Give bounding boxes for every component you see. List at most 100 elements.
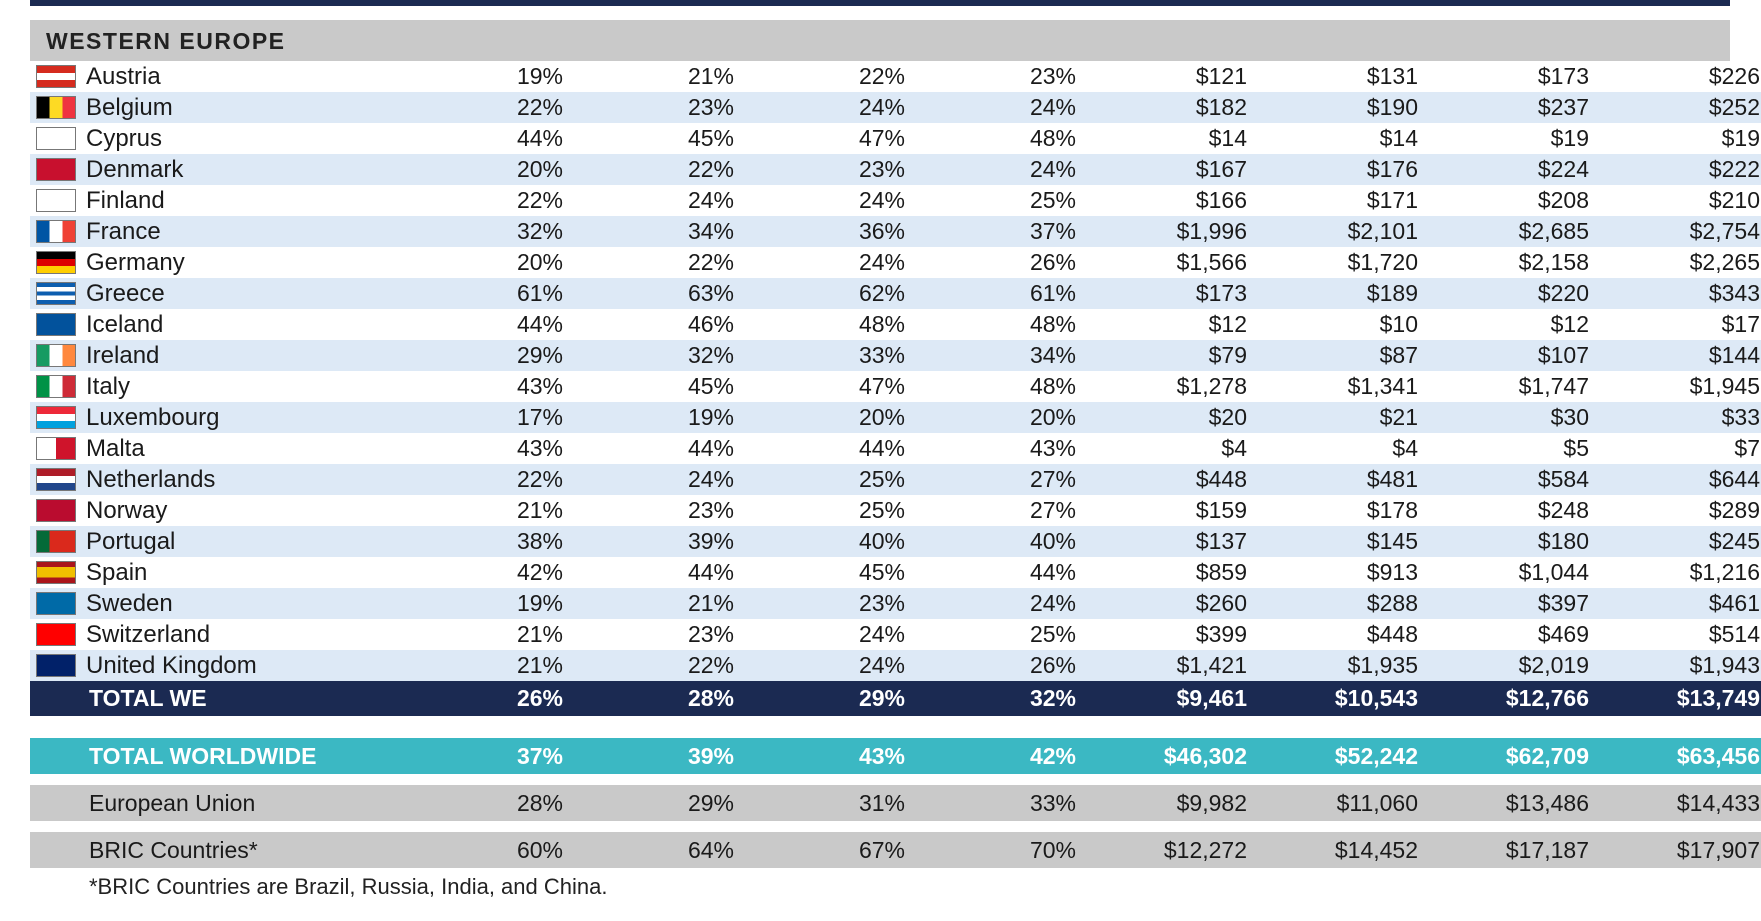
table-row: Germany 20% 22% 24% 26% $1,566 $1,720 $2,158 $2,… [30,247,1761,278]
percent-cell: 26% [938,650,1109,681]
percent-cell: 62% [767,278,938,309]
percent-cell: 43% [1029,435,1076,461]
total-worldwide-usd: $62,709 [1451,738,1622,774]
percent-cell: 24% [858,621,905,647]
percent-cell: 21% [516,621,563,647]
amount-cell: $14 [1379,125,1418,151]
percent-cell: 37% [938,216,1109,247]
amount-cell: $167 [1109,154,1280,185]
netherlands-flag-icon [36,468,76,492]
european-union-label: European Union [30,785,425,821]
total-worldwide-pct: 39% [596,738,767,774]
table-row: Cyprus 44% 45% 47% 48% $14 $14 $19 $19 [30,123,1761,154]
amount-cell: $21 [1280,402,1451,433]
country-cell: Netherlands [30,464,425,495]
percent-cell: 33% [767,340,938,371]
total-worldwide-row: TOTAL WORLDWIDE 37% 39% 43% 42% $46,302 … [30,738,1761,774]
amount-cell: $4 [1221,435,1247,461]
amount-cell: $220 [1451,278,1622,309]
bric-pct: 60% [425,832,596,868]
percent-cell: 25% [1029,621,1076,647]
amount-cell: $19 [1721,125,1760,151]
amount-cell: $289 [1708,497,1760,523]
amount-cell: $2,754 [1622,216,1761,247]
country-cell: Portugal [30,526,425,557]
country-name: Luxembourg [86,403,220,431]
amount-cell: $180 [1451,526,1622,557]
amount-cell: $14 [1208,125,1247,151]
italy-flag-icon [36,375,76,399]
bric-usd: $17,187 [1451,832,1622,868]
percent-cell: 61% [425,278,596,309]
country-name: France [86,217,161,245]
table-row: Belgium 22% 23% 24% 24% $182 $190 $237 $252 [30,92,1761,123]
country-cell: Malta [30,433,425,464]
amount-cell: $1,747 [1518,373,1589,399]
percent-cell: 48% [858,311,905,337]
amount-cell: $171 [1366,187,1418,213]
country-cell: Germany [30,247,425,278]
amount-cell: $5 [1563,435,1589,461]
percent-cell: 40% [767,526,938,557]
percent-cell: 44% [687,435,734,461]
bric-usd: $17,907 [1622,832,1761,868]
total-we-usd: $12,766 [1451,681,1622,716]
amount-cell: $178 [1366,497,1418,523]
country-cell: Italy [30,371,425,402]
amount-cell: $208 [1537,187,1589,213]
percent-cell: 23% [767,154,938,185]
amount-cell: $245 [1622,526,1761,557]
total-worldwide-pct: 37% [425,738,596,774]
austria-flag-icon [36,65,76,89]
total-we-label: TOTAL WE [30,681,425,716]
country-cell: Spain [30,557,425,588]
amount-cell: $260 [1109,588,1280,619]
ireland-flag-icon [36,344,76,368]
country-name: Malta [86,434,145,462]
total-we-pct: 32% [938,681,1109,716]
amount-cell: $2,101 [1280,216,1451,247]
percent-cell: 26% [1029,249,1076,275]
amount-cell: $173 [1109,278,1280,309]
amount-cell: $644 [1622,464,1761,495]
total-we-usd: $10,543 [1280,681,1451,716]
amount-cell: $19 [1550,125,1589,151]
country-name: Greece [86,279,165,307]
amount-cell: $190 [1280,92,1451,123]
percent-cell: 21% [516,497,563,523]
amount-cell: $469 [1537,621,1589,647]
percent-cell: 21% [596,588,767,619]
percent-cell: 32% [596,340,767,371]
section-title: WESTERN EUROPE [46,28,286,54]
bric-row: BRIC Countries* 60% 64% 67% 70% $12,272 … [30,832,1761,868]
country-cell: United Kingdom [30,650,425,681]
bric-pct: 70% [938,832,1109,868]
percent-cell: 23% [1029,63,1076,89]
amount-cell: $343 [1622,278,1761,309]
percent-cell: 24% [938,154,1109,185]
percent-cell: 23% [596,92,767,123]
percent-cell: 45% [687,125,734,151]
amount-cell: $210 [1708,187,1760,213]
table-row: Denmark 20% 22% 23% 24% $167 $176 $224 $222 [30,154,1761,185]
country-cell: Austria [30,61,425,92]
amount-cell: $176 [1280,154,1451,185]
european-union-pct: 31% [767,785,938,821]
european-union-pct: 28% [425,785,596,821]
amount-cell: $79 [1109,340,1280,371]
percent-cell: 23% [687,497,734,523]
amount-cell: $913 [1366,559,1418,585]
amount-cell: $461 [1622,588,1761,619]
amount-cell: $252 [1622,92,1761,123]
european-union-usd: $13,486 [1451,785,1622,821]
amount-cell: $12 [1550,311,1589,337]
luxembourg-flag-icon [36,406,76,430]
finland-flag-icon [36,189,76,213]
amount-cell: $121 [1195,63,1247,89]
amount-cell: $1,945 [1689,373,1760,399]
percent-cell: 44% [516,311,563,337]
percent-cell: 29% [425,340,596,371]
amount-cell: $1,421 [1109,650,1280,681]
percent-cell: 19% [425,588,596,619]
switzerland-flag-icon [36,623,76,647]
